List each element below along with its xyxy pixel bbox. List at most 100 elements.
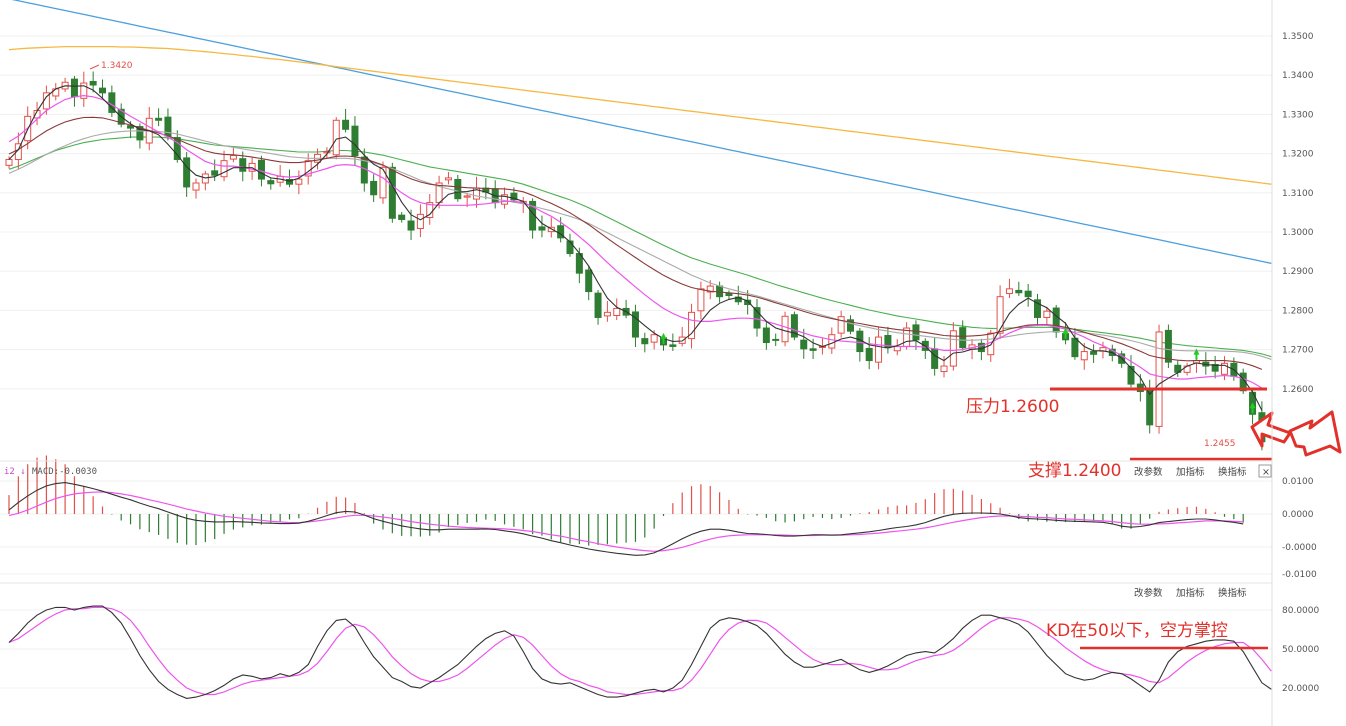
candle	[192, 178, 200, 199]
macd-switch-indicator-button[interactable]: 换指标	[1218, 466, 1247, 478]
candle	[286, 169, 293, 188]
candle	[370, 174, 378, 203]
candle	[1155, 324, 1163, 434]
candle	[678, 327, 686, 347]
candle	[725, 290, 733, 301]
short-moving-averages	[8, 85, 1272, 414]
macd-line	[8, 482, 1244, 556]
buy-signal-icon	[660, 332, 667, 344]
macd-add-indicator-button[interactable]: 加指标	[1176, 466, 1205, 478]
candle	[697, 281, 705, 320]
candle	[893, 339, 901, 356]
macd-axis: 0.0100 0.0000 -0.0000 -0.0100	[1282, 477, 1317, 580]
macd-legend-prefix: i2 ↓	[4, 467, 26, 477]
sma-brown-line	[8, 116, 1263, 370]
sma-grey-line	[8, 130, 1272, 360]
candle	[211, 159, 219, 182]
candle	[323, 147, 331, 159]
price-axis: 1.3500 1.3400 1.3300 1.3200 1.3100 1.3000 1.29…	[1282, 32, 1314, 395]
candle	[585, 265, 593, 301]
macd-tick-label: 0.0000	[1282, 510, 1314, 520]
candle	[594, 290, 602, 325]
low-price-label: 1.2455	[1204, 439, 1236, 449]
kd-tick-label: 50.0000	[1282, 645, 1319, 655]
candle	[519, 196, 527, 213]
candle	[772, 333, 780, 347]
macd-lines	[8, 482, 1244, 556]
candle	[454, 174, 462, 202]
candle	[398, 212, 406, 223]
long-moving-averages	[8, 0, 1272, 358]
candle	[295, 170, 303, 195]
candle	[1043, 306, 1051, 325]
candle	[14, 132, 22, 170]
price-tick-label: 1.2700	[1282, 346, 1314, 356]
candle	[342, 108, 350, 133]
macd-legend: MACD:-0.0030	[32, 467, 97, 477]
macd-tick-label: -0.0000	[1282, 543, 1317, 553]
buy-signal-icon	[1193, 348, 1200, 360]
candle	[781, 311, 789, 347]
high-price-label: 1.3420	[101, 61, 133, 71]
candle	[61, 77, 69, 93]
candle	[1211, 355, 1219, 379]
candle	[491, 180, 499, 209]
candle	[1015, 281, 1023, 296]
candlestick-series	[5, 71, 1266, 451]
support-label: 支撑1.2400	[1028, 461, 1121, 481]
candle	[388, 162, 396, 223]
candle	[1221, 356, 1228, 381]
candle	[89, 71, 97, 93]
candle	[744, 290, 752, 315]
kd-add-indicator-button[interactable]: 加指标	[1176, 587, 1205, 599]
candle	[903, 322, 911, 350]
sma-long-orange-line	[8, 45, 1272, 185]
price-tick-label: 1.2600	[1282, 385, 1314, 395]
macd-tick-label: -0.0100	[1282, 570, 1317, 580]
candle	[837, 310, 845, 338]
candle	[529, 198, 537, 239]
candle	[80, 71, 88, 107]
candle	[201, 170, 209, 191]
candle	[603, 300, 611, 322]
kd-switch-indicator-button[interactable]: 换指标	[1218, 587, 1247, 599]
candle	[809, 338, 817, 360]
candle	[566, 233, 574, 257]
kd-d-line	[8, 606, 1272, 696]
macd-toolbar: 改参数 加指标 换指标 ×	[1134, 464, 1272, 478]
candle	[688, 303, 696, 349]
candle	[1118, 350, 1126, 368]
kd-change-params-button[interactable]: 改参数	[1134, 587, 1163, 599]
candle	[613, 298, 621, 321]
candle	[940, 356, 948, 378]
candle	[538, 215, 546, 238]
candle	[959, 320, 967, 351]
candle	[5, 156, 13, 169]
buy-signal-icon	[1062, 327, 1069, 339]
macd-close-button[interactable]	[1258, 464, 1272, 478]
candle	[865, 337, 873, 370]
price-tick-label: 1.3200	[1282, 150, 1314, 160]
candle	[426, 193, 434, 225]
candle	[1005, 278, 1013, 299]
price-tick-label: 1.3400	[1282, 71, 1314, 81]
candle	[1052, 304, 1060, 338]
kd-note-label: KD在50以下，空方掌控	[1046, 621, 1228, 641]
sma-black-line	[8, 85, 1263, 411]
macd-histogram	[8, 455, 1244, 546]
sma-magenta-line	[8, 94, 1263, 389]
candle	[669, 333, 677, 351]
macd-change-params-button[interactable]: 改参数	[1134, 466, 1163, 478]
candle	[856, 328, 864, 362]
price-tick-label: 1.2800	[1282, 306, 1314, 316]
resistance-label: 压力1.2600	[966, 397, 1059, 417]
candle	[800, 328, 808, 359]
candle	[183, 152, 191, 197]
down-arrow-icon	[1250, 410, 1342, 457]
candle	[108, 85, 116, 117]
kd-tick-label: 20.0000	[1282, 684, 1319, 694]
candle	[762, 320, 770, 350]
macd-tick-label: 0.0100	[1282, 477, 1314, 487]
candle	[790, 311, 798, 341]
